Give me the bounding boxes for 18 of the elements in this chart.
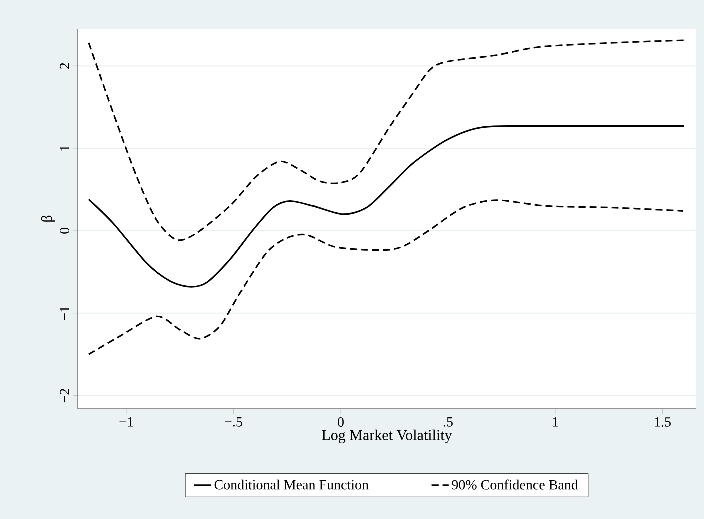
x-tick-label: .5 [444, 418, 453, 427]
line-series [88, 200, 684, 356]
x-axis-title: Log Market Volatility [322, 430, 452, 444]
x-tick-label: −.5 [225, 418, 242, 427]
y-tick-label: 0 [60, 228, 70, 234]
y-tick-label: −2 [60, 389, 70, 403]
y-tick-label: 1 [60, 146, 70, 151]
line-series [88, 40, 685, 241]
y-axis-title: β [41, 216, 56, 222]
line-series [88, 125, 685, 288]
legend-label: Conditional Mean Function [214, 480, 369, 490]
legend-label: 90% Confidence Band [452, 480, 578, 490]
x-tick-label: 0 [338, 418, 344, 427]
x-tick-label: −1 [120, 418, 134, 427]
y-tick-label: −1 [60, 306, 70, 320]
x-tick-label: 1 [553, 418, 558, 427]
x-tick-label: 1.5 [655, 418, 671, 427]
y-tick-label: 2 [60, 63, 70, 69]
